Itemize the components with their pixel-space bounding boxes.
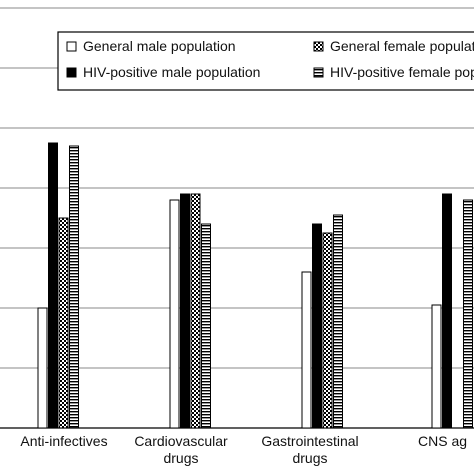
legend-label: HIV-positive female population — [330, 64, 474, 80]
legend-label: HIV-positive male population — [83, 64, 260, 80]
category-labels: Anti-infectives Cardiovascular drugs Gastro… — [20, 433, 467, 466]
bar-stripes-3 — [463, 199, 473, 429]
legend-swatch-stripes — [313, 67, 324, 78]
bar-checker-2 — [322, 232, 333, 429]
bar-stripes-2 — [333, 214, 343, 429]
legend-label: General male population — [83, 38, 236, 54]
legend-box — [57, 31, 474, 91]
bar-checker-1 — [190, 193, 201, 429]
legend-label: General female population — [330, 38, 474, 54]
bar-black-1 — [180, 193, 190, 429]
legend-swatch-checker — [313, 41, 324, 52]
category-label: CNS ag — [418, 433, 467, 449]
bars — [37, 142, 473, 429]
bar-stripes-1 — [201, 223, 211, 429]
bar-checker-0 — [58, 217, 69, 429]
bar-white-1 — [169, 199, 180, 429]
legend-swatch-white — [66, 41, 77, 52]
bar-white-2 — [301, 271, 312, 429]
bar-white-3 — [431, 304, 442, 429]
category-label: Gastrointestinal drugs — [261, 433, 358, 466]
legend: General male population General female po… — [57, 31, 474, 91]
bar-black-0 — [48, 142, 58, 429]
category-label: Anti-infectives — [20, 433, 107, 449]
category-label: Cardiovascular drugs — [134, 433, 228, 466]
bar-white-0 — [37, 307, 48, 429]
bar-black-3 — [442, 193, 452, 429]
bar-stripes-0 — [69, 145, 79, 429]
bar-black-2 — [312, 223, 322, 429]
legend-swatch-black — [66, 67, 77, 78]
